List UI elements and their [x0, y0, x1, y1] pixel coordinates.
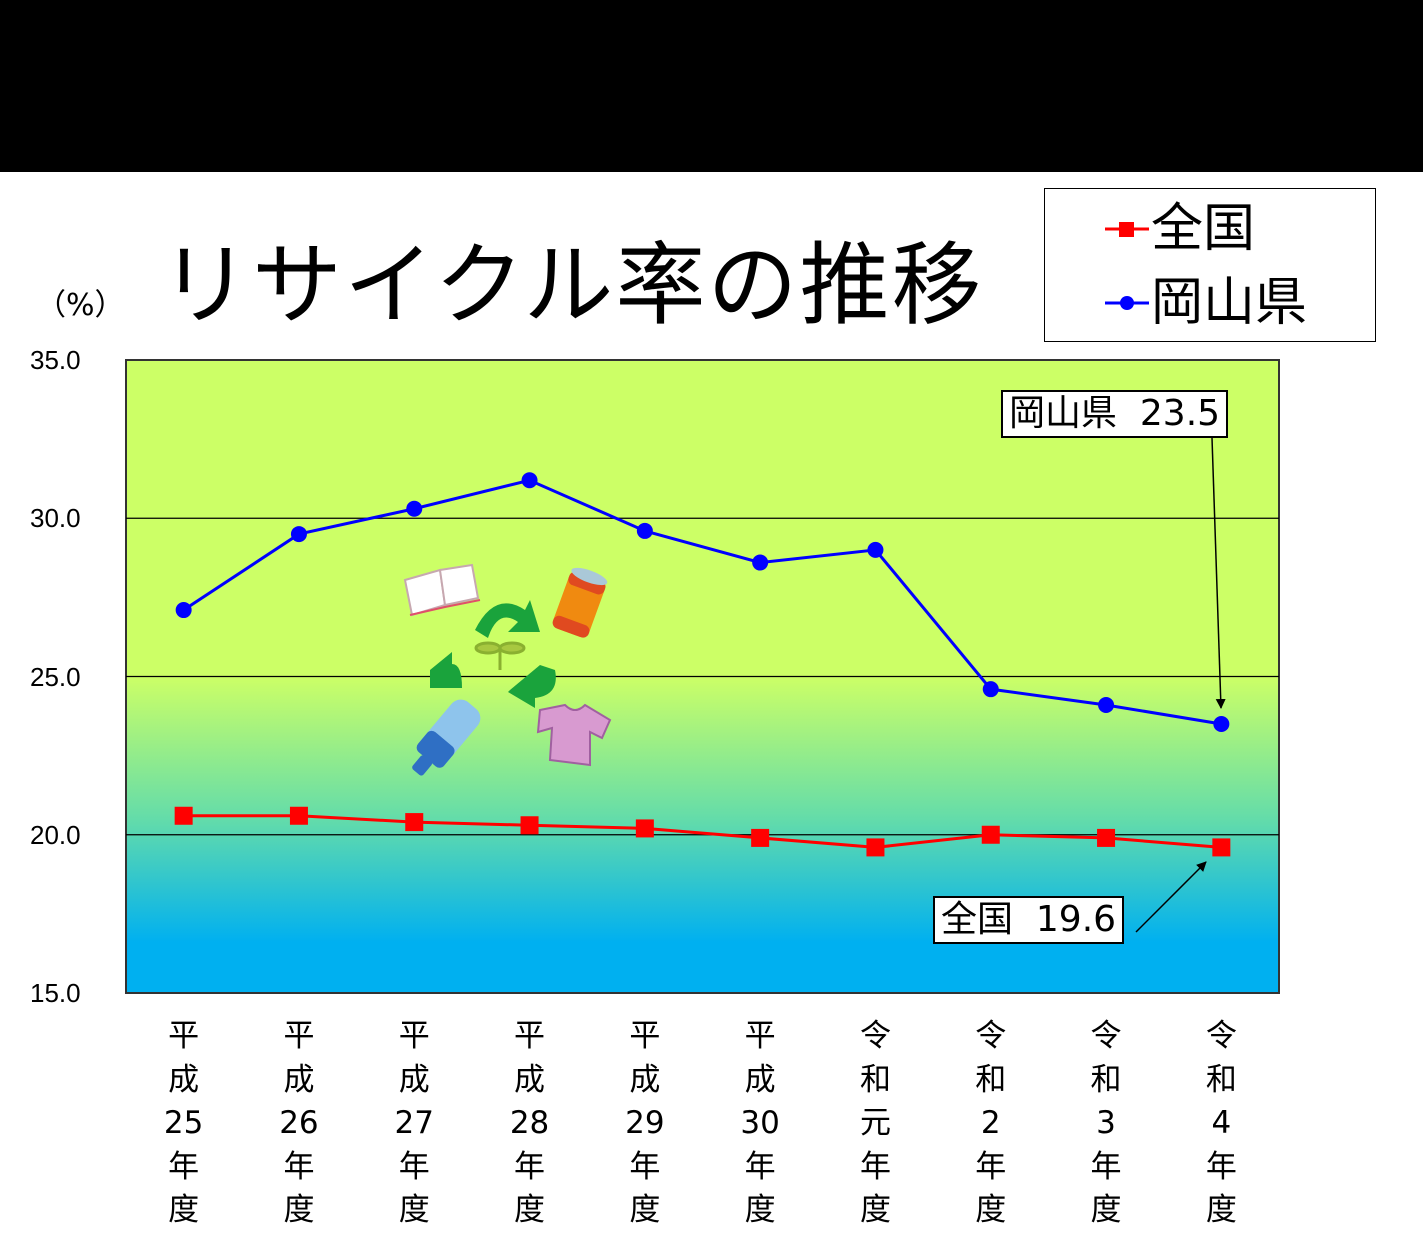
- square-marker-icon: [289, 806, 308, 825]
- x-tick-label: 平 成 29 年 度: [625, 1018, 665, 1228]
- circle-marker-icon: [752, 554, 769, 571]
- x-tick-label: 平 成 26 年 度: [279, 1018, 319, 1228]
- okayama-value-callout: 岡山県 23.5: [1001, 390, 1229, 438]
- x-tick-label: 平 成 30 年 度: [740, 1018, 780, 1228]
- circle-marker-icon: [867, 541, 884, 558]
- square-marker-icon: [1105, 222, 1149, 237]
- chart-title: リサイクル率の推移: [160, 233, 984, 338]
- square-marker-icon: [751, 828, 770, 847]
- circle-marker-icon: [175, 602, 192, 619]
- square-marker-icon: [866, 838, 885, 857]
- x-tick-label: 令 和 2 年 度: [975, 1018, 1007, 1228]
- legend-item-okayama: 岡山県: [1105, 277, 1307, 329]
- sprout-icon: [474, 641, 526, 670]
- legend: 全国 岡山県: [1044, 188, 1376, 342]
- series-line: [183, 814, 1222, 849]
- top-black-bar: [0, 0, 1423, 172]
- bottle-icon: [412, 699, 481, 776]
- gridlines: [126, 517, 1279, 836]
- x-tick-label: 平 成 28 年 度: [509, 1018, 550, 1228]
- recycle-arrows-icon: [430, 600, 556, 708]
- circle-marker-icon: [636, 522, 653, 539]
- y-axis-unit-label: （%）: [36, 288, 125, 323]
- legend-item-national: 全国: [1105, 203, 1255, 255]
- series-line: [182, 478, 1222, 726]
- y-tick-label: 30.0: [30, 503, 81, 534]
- circle-marker-icon: [982, 681, 999, 698]
- circle-marker-icon: [1105, 296, 1149, 310]
- x-tick-label: 令 和 4 年 度: [1205, 1018, 1237, 1228]
- x-tick-label: 令 和 元 年 度: [859, 1018, 891, 1228]
- square-marker-icon: [405, 813, 424, 832]
- circle-marker-icon: [521, 472, 538, 489]
- circle-marker-icon: [406, 500, 423, 517]
- square-marker-icon: [174, 806, 193, 825]
- x-tick-label: 平 成 27 年 度: [394, 1018, 434, 1228]
- national-callout-arrow: [1135, 861, 1207, 933]
- can-icon: [552, 567, 608, 638]
- series-layer: [174, 472, 1231, 857]
- y-tick-label: 35.0: [30, 345, 81, 375]
- circle-marker-icon: [1213, 715, 1230, 732]
- square-marker-icon: [981, 825, 1000, 844]
- square-marker-icon: [1097, 828, 1116, 847]
- recycle-illustration-icon: [403, 563, 612, 776]
- y-tick-label: 20.0: [30, 819, 81, 850]
- square-marker-icon: [635, 819, 654, 838]
- x-tick-label: 令 和 3 年 度: [1090, 1018, 1122, 1228]
- circle-marker-icon: [290, 526, 307, 543]
- legend-label-okayama: 岡山県: [1151, 273, 1308, 333]
- shirt-icon: [536, 703, 612, 767]
- legend-label-national: 全国: [1151, 199, 1256, 259]
- national-value-callout: 全国 19.6: [933, 896, 1125, 944]
- okayama-callout-arrow: [1211, 437, 1226, 709]
- square-marker-icon: [520, 816, 539, 835]
- y-tick-label: 15.0: [30, 978, 81, 1008]
- square-marker-icon: [1212, 838, 1231, 857]
- book-icon: [403, 563, 481, 617]
- x-tick-label: 平 成 25 年 度: [163, 1018, 204, 1228]
- circle-marker-icon: [1098, 696, 1115, 713]
- y-tick-label: 25.0: [30, 661, 81, 692]
